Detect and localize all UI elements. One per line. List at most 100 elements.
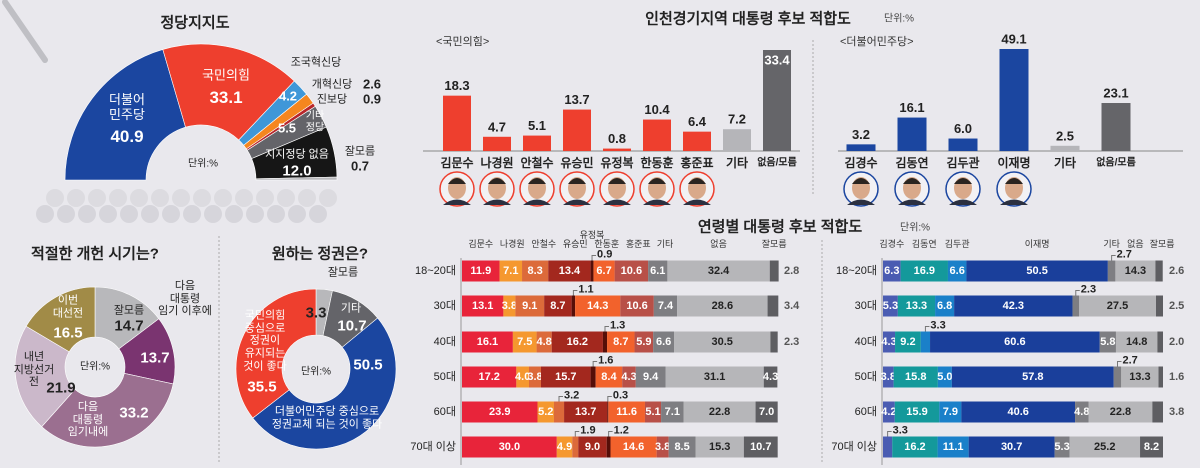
decor-dot <box>246 205 264 223</box>
dem-age-segment <box>1115 331 1158 353</box>
ppp-age-segment <box>606 436 611 458</box>
ppp-age-callout <box>592 361 598 367</box>
gov-label-ppp: 국민의힘 중심으로 정권이 유지되는 것이 좋다 <box>243 309 287 372</box>
dem-bar-bar <box>1101 103 1131 151</box>
reform-value-local-election: 21.9 <box>46 379 76 397</box>
dem-bar-bar <box>897 117 927 151</box>
dem-age-column-header: 이재명 <box>1025 239 1050 249</box>
reform-label-after-term: 다음 대통령 임기 이후에 <box>158 280 212 318</box>
desired-gov-slice <box>235 288 317 419</box>
ppp-age-segment <box>620 295 654 317</box>
ppp-bar-category-label: 안철수 <box>520 155 553 170</box>
dem-age-segment <box>935 295 955 317</box>
decor-dot <box>57 205 75 223</box>
dem-bar-value-label: 23.1 <box>1103 86 1128 101</box>
ppp-age-value-label: 3.8 <box>527 371 542 383</box>
candidate-photo <box>679 171 715 207</box>
dem-bar-bar <box>999 49 1029 151</box>
ppp-age-value-label: 31.1 <box>704 371 725 383</box>
dem-age-value-label: 14.3 <box>1125 265 1146 277</box>
suit-icon <box>1000 199 1028 205</box>
dem-age-segment <box>939 401 962 423</box>
ppp-age-segment <box>553 401 565 423</box>
ppp-age-segment <box>656 436 669 458</box>
party-support-slice <box>64 49 186 181</box>
ppp-age-segment <box>512 331 537 353</box>
ppp-age-value-label: 14.3 <box>587 300 608 312</box>
ppp-age-segment <box>743 436 778 458</box>
dem-age-value-label: 4.8 <box>1074 406 1089 418</box>
ppp-age-segment <box>677 295 768 317</box>
suit-icon <box>483 199 511 205</box>
party-label-ppp: 국민의힘 <box>202 67 250 83</box>
reform-timing-title: 적절한 개헌 시기는? <box>31 245 159 263</box>
party-value-rebuilding: 4.2 <box>278 88 298 104</box>
ppp-age-segment <box>516 366 529 388</box>
ppp-age-value-label: 4.3 <box>621 371 636 383</box>
dem-age-value-label: 15.9 <box>906 406 927 418</box>
ppp-age-segment <box>607 331 635 353</box>
ppp-age-value-label: 28.6 <box>712 300 733 312</box>
ppp-age-value-label: 9.0 <box>585 441 600 453</box>
ppp-age-value-label: 4.3 <box>763 371 778 383</box>
candidate-photo <box>599 171 635 207</box>
dem-age-value-label: 3.3 <box>893 425 908 437</box>
dem-bar-value-label: 6.0 <box>954 121 972 136</box>
party-support-title: 정당지지도 <box>160 14 230 32</box>
ppp-age-value-label: 8.3 <box>528 265 543 277</box>
dem-age-segment <box>954 295 1073 317</box>
dem-bar-value-label: 3.2 <box>852 127 870 142</box>
dem-age-segment <box>883 436 893 458</box>
ppp-age-segment <box>548 260 591 282</box>
dem-age-age-label: 70대 이상 <box>831 440 877 453</box>
dem-age-value-label: 60.6 <box>1004 336 1025 348</box>
dem-bar-category-label: 기타 <box>1054 155 1076 170</box>
ppp-age-value-label: 6.7 <box>596 265 611 277</box>
ppp-age-segment <box>556 436 573 458</box>
dem-bar-bar <box>1050 145 1080 151</box>
ppp-age-segment <box>668 436 696 458</box>
ppp-age-segment <box>695 436 744 458</box>
dem-age-callout <box>1075 290 1080 296</box>
suit-icon <box>563 199 591 205</box>
ppp-age-value-label: 15.3 <box>709 441 730 453</box>
ppp-age-segment <box>653 295 678 317</box>
dem-age-value-label: 40.6 <box>1008 406 1029 418</box>
decor-dot <box>183 205 201 223</box>
ppp-age-value-label: 10.6 <box>626 300 647 312</box>
ppp-age-segment <box>602 331 608 353</box>
ppp-age-segment <box>665 366 764 388</box>
ppp-age-segment <box>536 331 552 353</box>
ppp-age-segment <box>462 260 500 282</box>
dem-bar-category-label: 없음/모름 <box>1096 156 1136 169</box>
dem-age-segment <box>937 436 969 458</box>
ppp-age-value-label: 8.7 <box>550 300 565 312</box>
ppp-age-segment <box>769 260 779 282</box>
gov-value-ppp: 35.5 <box>247 378 277 396</box>
dem-age-value-label: 2.7 <box>1123 355 1138 367</box>
party-label-reform: 개혁신당 <box>311 78 353 91</box>
ppp-bar-value-label: 7.2 <box>728 112 746 127</box>
party-label-other: 기타 정당 <box>305 110 325 134</box>
ppp-age-value-label: 10.7 <box>750 441 771 453</box>
decor-dot <box>67 189 85 207</box>
decor-dot <box>277 189 295 207</box>
hair-icon <box>528 178 546 184</box>
ppp-age-callout <box>558 396 564 402</box>
gov-unit: 단위:% <box>300 366 332 378</box>
ppp-bar-value-label: 13.7 <box>564 92 589 107</box>
ppp-age-age-label: 30대 <box>434 299 456 312</box>
ppp-bar-bar <box>603 148 631 151</box>
ppp-age-callout <box>607 396 612 402</box>
ppp-age-value-label: 3.8 <box>655 441 670 453</box>
decor-dot <box>88 189 106 207</box>
dem-age-value-label: 30.7 <box>1001 441 1022 453</box>
ppp-bar-bar <box>683 131 711 151</box>
ppp-age-value-label: 13.4 <box>559 265 581 277</box>
dem-age-segment <box>1075 401 1089 423</box>
dem-age-segment <box>897 295 936 317</box>
dem-age-age-label: 30대 <box>855 299 877 312</box>
dem-age-value-label: 8.2 <box>1144 441 1159 453</box>
dem-age-segment <box>966 260 1108 282</box>
